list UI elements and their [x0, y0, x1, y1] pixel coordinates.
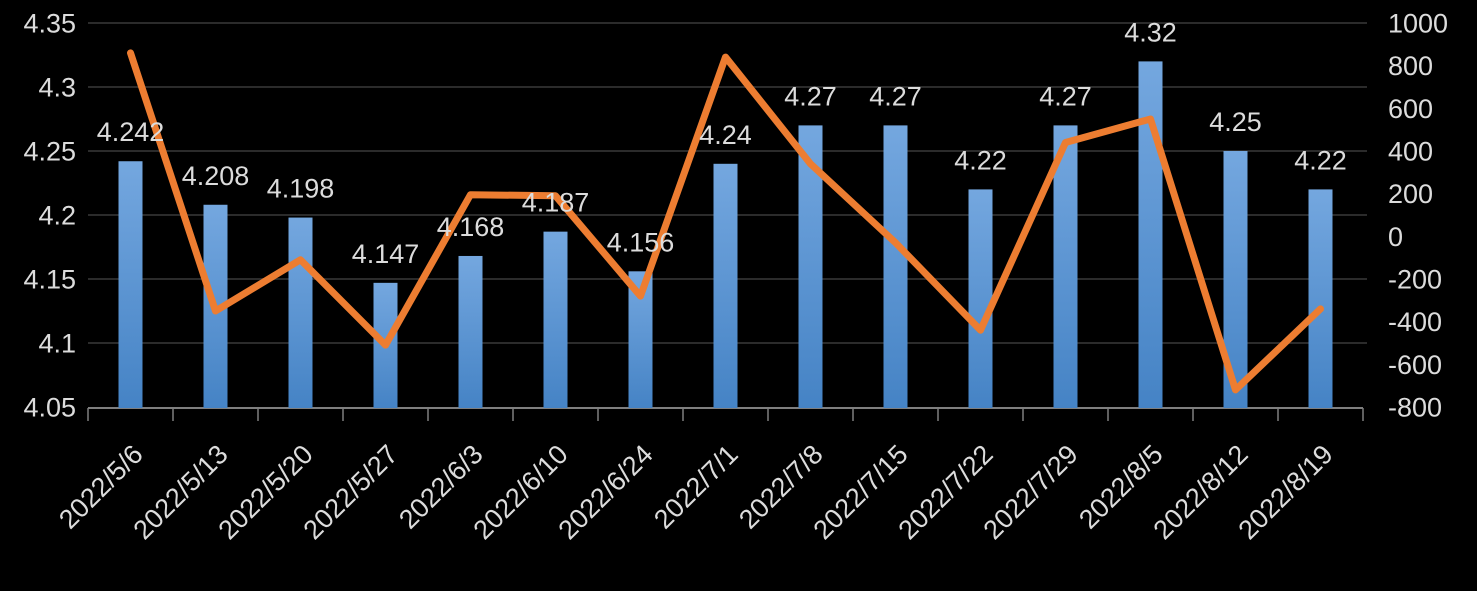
bar[interactable] [883, 125, 908, 409]
bars-group [118, 61, 1333, 409]
bar-value-label: 4.168 [437, 212, 505, 242]
bar[interactable] [713, 163, 738, 408]
x-axis-label: 2022/5/27 [298, 439, 404, 545]
bar-value-label: 4.156 [607, 227, 675, 257]
bar-value-label: 4.187 [522, 188, 590, 218]
bar-value-label: 4.208 [182, 161, 250, 191]
bar-value-label: 4.27 [1039, 81, 1092, 111]
bar-value-label: 4.32 [1124, 17, 1177, 47]
x-axis-label: 2022/7/29 [978, 439, 1084, 545]
right-axis-tick-label: 400 [1388, 137, 1433, 167]
bar-value-label: 4.22 [954, 145, 1007, 175]
bar[interactable] [118, 161, 143, 408]
bar[interactable] [1053, 125, 1078, 409]
value-labels-group: 4.242 4.208 4.198 4.147 4.168 4.187 4.156 4.24 4… [97, 17, 1347, 268]
bar-value-label: 4.25 [1209, 107, 1262, 137]
right-axis-tick-label: -800 [1388, 393, 1442, 423]
line-series-path[interactable] [127, 49, 1324, 394]
right-axis-tick-label: 0 [1388, 222, 1403, 252]
left-axis-tick-label: 4.25 [23, 137, 76, 167]
left-axis-tick-label: 4.2 [38, 201, 76, 231]
bar[interactable] [968, 189, 993, 408]
left-axis-tick-label: 4.15 [23, 265, 76, 295]
bar[interactable] [1308, 189, 1333, 408]
x-axis-label: 2022/7/1 [648, 439, 744, 535]
bar[interactable] [458, 255, 483, 408]
right-axis-tick-label: -600 [1388, 350, 1442, 380]
left-axis-tick-label: 4.3 [38, 73, 76, 103]
right-axis-labels-group: 1000 800 600 400 200 0 -200 -400 -600 -800 [1388, 9, 1448, 423]
right-axis-tick-label: -400 [1388, 307, 1442, 337]
bar-value-label: 4.242 [97, 117, 165, 147]
bar-value-label: 4.27 [784, 81, 837, 111]
right-axis-tick-label: 1000 [1388, 9, 1448, 39]
x-axis-label: 2022/8/19 [1233, 439, 1339, 545]
left-axis-tick-label: 4.35 [23, 9, 76, 39]
x-axis-label: 2022/6/24 [553, 439, 659, 545]
bar[interactable] [543, 231, 568, 408]
x-axis-labels-group: 2022/5/62022/5/132022/5/202022/5/272022/… [53, 439, 1339, 545]
x-axis-group [87, 407, 1364, 421]
bar[interactable] [1138, 61, 1163, 409]
bar-value-label: 4.24 [699, 120, 752, 150]
bar-value-label: 4.27 [869, 81, 922, 111]
left-axis-labels-group: 4.35 4.3 4.25 4.2 4.15 4.1 4.05 [23, 9, 76, 423]
bar-value-label: 4.22 [1294, 145, 1347, 175]
left-axis-tick-label: 4.05 [23, 393, 76, 423]
right-axis-tick-label: 600 [1388, 94, 1433, 124]
bar-value-label: 4.198 [267, 174, 335, 204]
bar[interactable] [288, 217, 313, 408]
left-axis-tick-label: 4.1 [38, 329, 76, 359]
bar-value-label: 4.147 [352, 239, 420, 269]
line-group [127, 49, 1324, 394]
right-axis-tick-label: -200 [1388, 265, 1442, 295]
right-axis-tick-label: 200 [1388, 179, 1433, 209]
right-axis-tick-label: 800 [1388, 51, 1433, 81]
